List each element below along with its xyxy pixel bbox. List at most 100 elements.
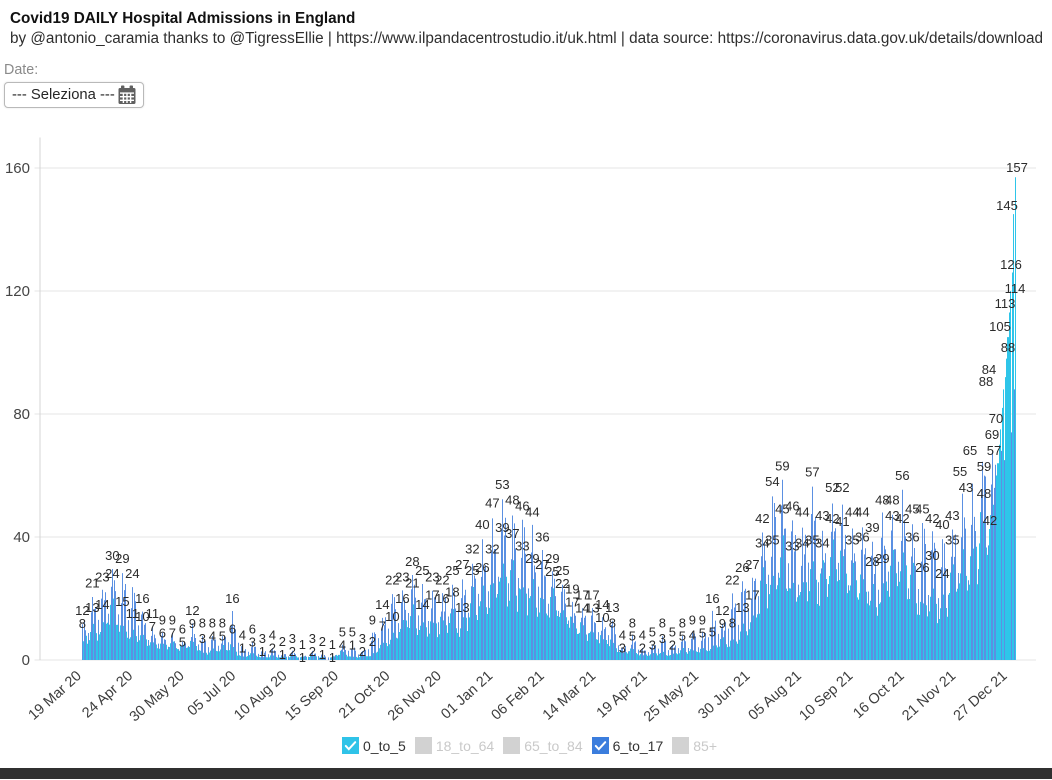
svg-text:2: 2 (359, 644, 366, 659)
svg-text:9: 9 (189, 616, 196, 631)
svg-text:39: 39 (495, 520, 509, 535)
svg-text:4: 4 (339, 638, 346, 653)
svg-text:46: 46 (515, 499, 529, 514)
svg-text:44: 44 (855, 505, 869, 520)
svg-text:23: 23 (425, 569, 439, 584)
svg-text:12: 12 (75, 603, 89, 618)
svg-text:45: 45 (905, 502, 919, 517)
svg-text:105: 105 (989, 319, 1011, 334)
svg-text:9: 9 (369, 612, 376, 627)
svg-text:5: 5 (669, 625, 676, 640)
svg-text:36: 36 (535, 529, 549, 544)
svg-text:25: 25 (545, 564, 559, 579)
svg-text:32: 32 (465, 542, 479, 557)
svg-text:22: 22 (555, 576, 569, 591)
svg-text:16: 16 (395, 591, 409, 606)
svg-text:0: 0 (22, 652, 30, 669)
svg-text:30 Jun 21: 30 Jun 21 (695, 668, 753, 723)
svg-text:40: 40 (475, 517, 489, 532)
svg-text:26: 26 (735, 560, 749, 575)
svg-text:3: 3 (659, 631, 666, 646)
svg-text:1: 1 (299, 637, 306, 652)
svg-text:1: 1 (349, 638, 356, 653)
svg-text:9: 9 (169, 612, 176, 627)
svg-text:3: 3 (359, 631, 366, 646)
svg-text:01 Jan 21: 01 Jan 21 (438, 668, 496, 723)
svg-text:6: 6 (179, 622, 186, 637)
svg-text:1: 1 (329, 637, 336, 652)
svg-text:44: 44 (525, 505, 539, 520)
svg-text:16 Oct 21: 16 Oct 21 (850, 668, 907, 722)
svg-text:36: 36 (905, 529, 919, 544)
svg-text:12: 12 (715, 603, 729, 618)
svg-text:35: 35 (845, 532, 859, 547)
svg-text:19 Mar 20: 19 Mar 20 (26, 668, 85, 724)
svg-text:8: 8 (629, 615, 636, 630)
svg-text:22: 22 (435, 572, 449, 587)
svg-text:56: 56 (895, 468, 909, 483)
svg-text:3: 3 (199, 631, 206, 646)
svg-text:88: 88 (1001, 340, 1015, 355)
svg-text:9: 9 (159, 612, 166, 627)
svg-text:69: 69 (985, 427, 999, 442)
svg-text:10 Sep 21: 10 Sep 21 (796, 668, 856, 724)
svg-text:1: 1 (259, 644, 266, 659)
svg-text:39: 39 (865, 520, 879, 535)
svg-text:1: 1 (329, 650, 336, 665)
svg-text:42: 42 (895, 511, 909, 526)
svg-text:8: 8 (659, 615, 666, 630)
svg-text:33: 33 (515, 539, 529, 554)
svg-text:46: 46 (785, 499, 799, 514)
svg-text:43: 43 (945, 508, 959, 523)
svg-text:27 Dec 21: 27 Dec 21 (951, 668, 1011, 724)
svg-text:4: 4 (639, 628, 646, 643)
svg-text:2: 2 (269, 641, 276, 656)
svg-text:7: 7 (379, 619, 386, 634)
svg-text:84: 84 (982, 362, 996, 377)
svg-text:30: 30 (925, 548, 939, 563)
svg-text:25: 25 (445, 563, 459, 578)
svg-text:126: 126 (1000, 257, 1022, 272)
svg-text:3: 3 (249, 635, 256, 650)
svg-text:29: 29 (115, 551, 129, 566)
svg-text:21: 21 (85, 575, 99, 590)
svg-text:35: 35 (765, 532, 779, 547)
svg-text:6: 6 (229, 622, 236, 637)
svg-text:1: 1 (299, 650, 306, 665)
svg-text:5: 5 (179, 635, 186, 650)
svg-text:43: 43 (815, 508, 829, 523)
svg-text:3: 3 (289, 631, 296, 646)
svg-text:43: 43 (885, 508, 899, 523)
svg-text:43: 43 (959, 480, 973, 495)
svg-text:16: 16 (705, 591, 719, 606)
svg-text:2: 2 (669, 638, 676, 653)
svg-text:29: 29 (875, 551, 889, 566)
svg-text:41: 41 (835, 514, 849, 529)
svg-text:70: 70 (989, 411, 1003, 426)
svg-text:5: 5 (219, 628, 226, 643)
svg-text:2: 2 (639, 641, 646, 656)
svg-text:1: 1 (279, 647, 286, 662)
svg-text:27: 27 (535, 557, 549, 572)
svg-text:3: 3 (649, 638, 656, 653)
svg-text:34: 34 (755, 536, 769, 551)
svg-text:13: 13 (605, 600, 619, 615)
svg-text:17: 17 (585, 588, 599, 603)
svg-text:17: 17 (575, 588, 589, 603)
svg-text:8: 8 (209, 615, 216, 630)
svg-text:9: 9 (719, 616, 726, 631)
svg-text:05 Aug 21: 05 Aug 21 (746, 668, 805, 724)
svg-text:8: 8 (219, 615, 226, 630)
svg-text:1: 1 (319, 647, 326, 662)
svg-text:48: 48 (977, 486, 991, 501)
svg-text:33: 33 (785, 539, 799, 554)
svg-text:3: 3 (259, 631, 266, 646)
svg-text:25: 25 (415, 563, 429, 578)
svg-text:25: 25 (465, 563, 479, 578)
svg-text:14: 14 (595, 597, 609, 612)
svg-text:59: 59 (977, 459, 991, 474)
svg-text:17: 17 (565, 595, 579, 610)
svg-text:14: 14 (415, 597, 429, 612)
svg-text:10 Aug 20: 10 Aug 20 (231, 668, 290, 724)
svg-text:6: 6 (249, 622, 256, 637)
